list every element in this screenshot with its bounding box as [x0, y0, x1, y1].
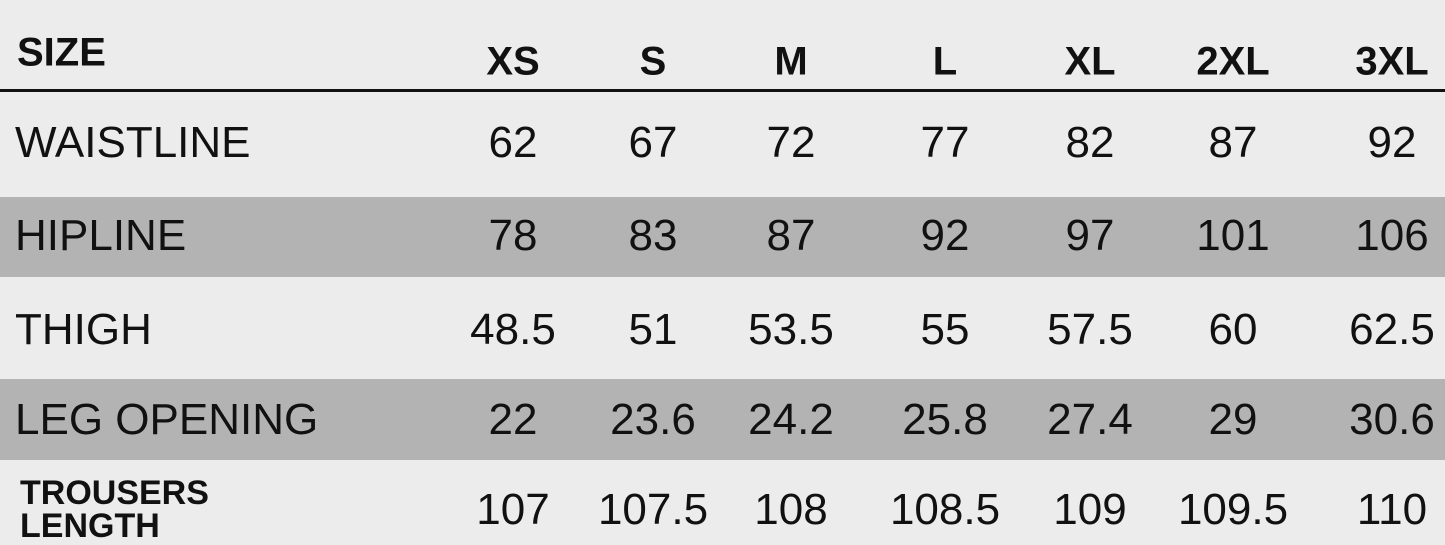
- measurement: 92: [920, 211, 970, 260]
- measurement: 29: [1208, 395, 1258, 444]
- measurement: 78: [488, 211, 538, 260]
- header-label: SIZE: [17, 30, 106, 75]
- row-label: HIPLINE: [15, 211, 187, 260]
- size-header: 3XL: [1355, 39, 1429, 84]
- row-label: THIGH: [15, 305, 152, 354]
- measurement: 24.2: [748, 395, 834, 444]
- measurement: 109.5: [1177, 485, 1289, 534]
- measurement: 55: [920, 305, 970, 354]
- measurement: 48.5: [470, 305, 556, 354]
- measurement: 57.5: [1047, 305, 1133, 354]
- measurement: 22: [488, 395, 538, 444]
- row-band: [0, 197, 1445, 277]
- size-header: 2XL: [1196, 39, 1270, 84]
- measurement: 60: [1208, 305, 1258, 354]
- measurement: 51: [628, 305, 678, 354]
- row-band: [0, 379, 1445, 460]
- measurement: 67: [628, 118, 678, 167]
- measurement: 109: [1053, 485, 1127, 534]
- measurement: 108.5: [889, 485, 1001, 534]
- measurement: 62.5: [1349, 305, 1435, 354]
- measurement: 83: [628, 211, 678, 260]
- size-header: L: [932, 39, 958, 84]
- measurement: 62: [488, 118, 538, 167]
- measurement: 23.6: [610, 395, 696, 444]
- header-rule: [0, 89, 1445, 92]
- measurement: 77: [920, 118, 970, 167]
- measurement: 82: [1065, 118, 1115, 167]
- measurement: 106: [1355, 211, 1429, 260]
- measurement: 87: [1208, 118, 1258, 167]
- row-label: WAISTLINE: [15, 118, 251, 167]
- measurement: 97: [1065, 211, 1115, 260]
- measurement: 107: [476, 485, 550, 534]
- measurement: 72: [766, 118, 816, 167]
- measurement: 30.6: [1349, 395, 1435, 444]
- row-label: LEG OPENING: [15, 395, 319, 444]
- measurement: 27.4: [1047, 395, 1133, 444]
- measurement: 87: [766, 211, 816, 260]
- measurement: 108: [754, 485, 828, 534]
- size-header: S: [639, 39, 667, 84]
- measurement: 53.5: [748, 305, 834, 354]
- row-label: TROUSERS LENGTH: [20, 474, 209, 545]
- size-header: XS: [486, 39, 540, 84]
- measurement: 110: [1356, 485, 1428, 534]
- measurement: 25.8: [902, 395, 988, 444]
- size-header: XL: [1064, 39, 1116, 84]
- size-header: M: [774, 39, 808, 84]
- measurement: 92: [1367, 118, 1417, 167]
- measurement: 101: [1196, 211, 1270, 260]
- measurement: 107.5: [597, 485, 709, 534]
